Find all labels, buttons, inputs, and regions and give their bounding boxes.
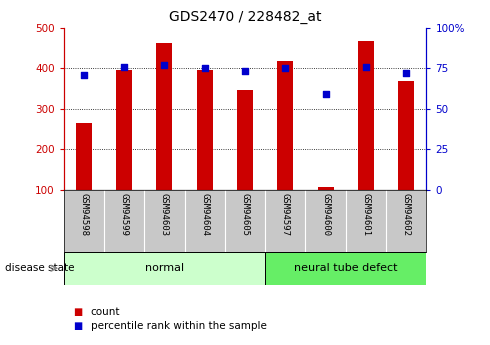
- Bar: [116, 70, 132, 190]
- Text: ■: ■: [74, 307, 83, 317]
- Text: GSM94603: GSM94603: [160, 193, 169, 236]
- Bar: [398, 81, 414, 190]
- FancyBboxPatch shape: [265, 252, 426, 285]
- Text: GSM94600: GSM94600: [321, 193, 330, 236]
- Text: GSM94604: GSM94604: [200, 193, 209, 236]
- Bar: [358, 41, 374, 190]
- Text: GSM94597: GSM94597: [281, 193, 290, 236]
- Title: GDS2470 / 228482_at: GDS2470 / 228482_at: [169, 10, 321, 24]
- Bar: [318, 187, 334, 190]
- Point: [201, 66, 209, 71]
- Point: [362, 64, 370, 69]
- Text: GSM94602: GSM94602: [402, 193, 411, 236]
- Point: [120, 64, 128, 69]
- Text: percentile rank within the sample: percentile rank within the sample: [91, 321, 267, 331]
- Point: [80, 72, 88, 77]
- Bar: [156, 42, 172, 190]
- FancyBboxPatch shape: [64, 252, 265, 285]
- Point: [281, 66, 289, 71]
- Point: [402, 70, 410, 76]
- Bar: [237, 90, 253, 190]
- Text: normal: normal: [145, 263, 184, 273]
- Text: GSM94598: GSM94598: [79, 193, 88, 236]
- Text: count: count: [91, 307, 120, 317]
- Bar: [76, 123, 92, 190]
- Point: [241, 69, 249, 74]
- Bar: [277, 61, 294, 190]
- Point: [161, 62, 169, 68]
- Text: neural tube defect: neural tube defect: [294, 263, 397, 273]
- Text: GSM94601: GSM94601: [361, 193, 370, 236]
- Bar: [196, 70, 213, 190]
- Text: GSM94599: GSM94599: [120, 193, 129, 236]
- Text: ■: ■: [74, 321, 83, 331]
- Text: GSM94605: GSM94605: [241, 193, 249, 236]
- Text: disease state: disease state: [5, 263, 74, 273]
- Point: [321, 91, 329, 97]
